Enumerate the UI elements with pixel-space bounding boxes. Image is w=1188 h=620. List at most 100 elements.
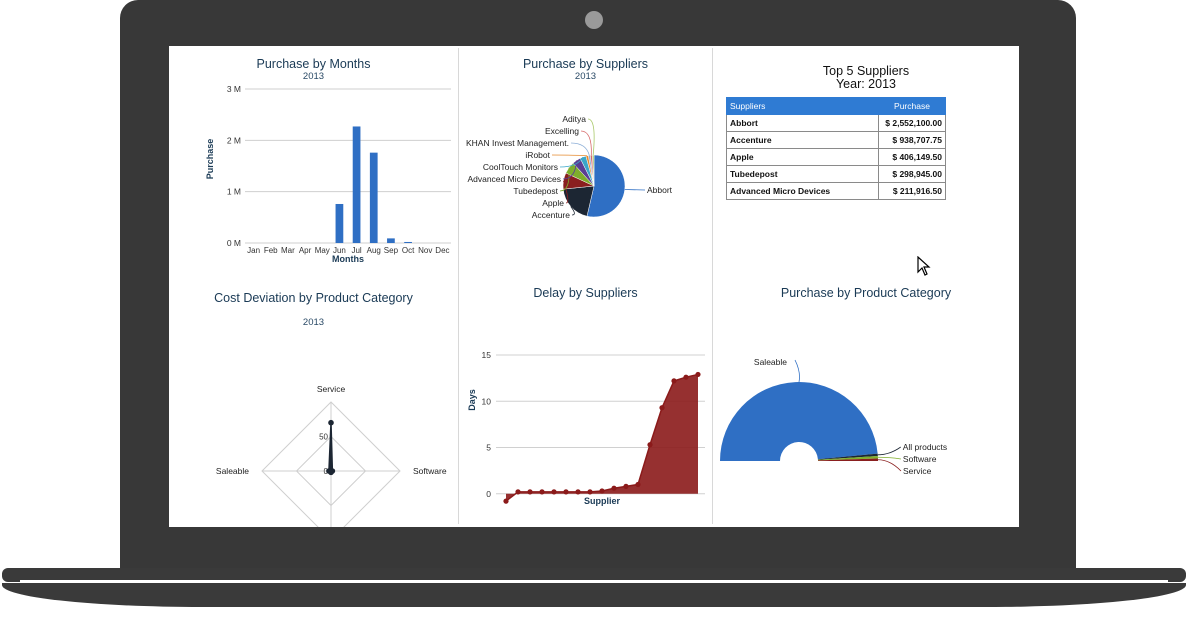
radar-chart: 050ServiceSoftwareAllproductsSaleable	[216, 384, 447, 527]
panel-purchase-by-product-category: Purchase by Product Category Saleable All…	[713, 286, 1019, 527]
bar	[387, 238, 395, 243]
bar-chart: Purchase Months 0 M 1 M 2 M 3 M Jan Feb Mar Apr…	[205, 84, 451, 264]
data-point	[647, 442, 653, 448]
pie-leader-line	[559, 156, 584, 168]
supplier-cell: Tubedepost	[726, 165, 879, 183]
pie-label: Apple	[542, 198, 564, 208]
pie-label: Tubedepost	[513, 186, 558, 196]
data-point	[515, 489, 521, 495]
chart-title: Delay by Suppliers	[533, 286, 638, 300]
table-subtitle: Year: 2013	[835, 77, 896, 91]
data-point	[539, 489, 545, 495]
top-suppliers-table: Suppliers Purchase Abbort $ 2,552,100.00 …	[726, 97, 946, 200]
y-tick-label: 3 M	[227, 84, 241, 94]
panel-divider	[712, 48, 713, 286]
pie-slice	[817, 453, 878, 460]
pie-leader-line	[794, 359, 800, 383]
supplier-cell: Apple	[726, 148, 879, 166]
radar-axis-label: Service	[317, 384, 346, 394]
semi-pie-chart: Saleable All products Software Service	[720, 357, 947, 476]
x-tick-label: Jan	[247, 246, 260, 255]
x-tick-label: Feb	[264, 246, 278, 255]
pie-label: Advanced Micro Devices	[467, 174, 561, 184]
pie-slice	[720, 381, 878, 461]
purchase-cell: $ 298,945.00	[878, 165, 946, 183]
chart-subtitle: 2013	[574, 71, 597, 82]
panel-purchase-by-suppliers: Purchase by Suppliers 2013 Abbort Accentu…	[459, 46, 712, 286]
pie-label: Accenture	[532, 210, 571, 220]
pie-leader-line	[570, 142, 590, 156]
pie-label: Abbort	[647, 185, 673, 195]
pie-label: Excelling	[545, 126, 579, 136]
chart-title: Cost Deviation by Product Category	[214, 291, 413, 305]
pie-leader-line	[587, 118, 595, 156]
supplier-cell: Advanced Micro Devices	[726, 182, 879, 200]
x-tick-label: Mar	[281, 246, 295, 255]
radar-grid	[261, 401, 401, 527]
x-tick-label: Jun	[333, 246, 346, 255]
area-chart: Days Supplier -5051015	[467, 350, 705, 506]
x-tick-label: Aug	[367, 246, 381, 255]
pie-label: Service	[903, 466, 932, 476]
column-header-purchase: Purchase	[878, 97, 946, 115]
y-axis-label: Days	[467, 389, 477, 411]
x-tick-label: Apr	[299, 246, 312, 255]
pie-leader-line	[551, 154, 588, 157]
x-axis-label: Months	[332, 254, 364, 264]
pie-label: Software	[903, 454, 937, 464]
pie-leader-line	[563, 180, 569, 204]
chart-title: Purchase by Months	[256, 57, 371, 71]
data-point	[659, 405, 665, 411]
radar-point	[328, 419, 334, 426]
column-header-suppliers: Suppliers	[726, 97, 879, 115]
pie-leader-line	[877, 446, 901, 456]
supplier-cell: Accenture	[726, 131, 879, 149]
supplier-cell: Abbort	[726, 114, 879, 132]
chart-subtitle: 2013	[302, 317, 325, 328]
table-title: Top 5 Suppliers	[822, 64, 910, 78]
radar-series	[328, 422, 334, 474]
x-tick-label: May	[315, 246, 330, 255]
x-axis-label: Supplier	[584, 496, 621, 506]
table-header-row: Suppliers Purchase	[726, 97, 946, 115]
panel-top-5-suppliers: Top 5 Suppliers Year: 2013	[713, 46, 1019, 286]
bar	[404, 241, 412, 243]
y-tick-label: 2 M	[227, 135, 241, 145]
y-tick-label: 1 M	[227, 187, 241, 197]
x-tick-label: Oct	[402, 246, 415, 255]
purchase-cell: $ 2,552,100.00	[878, 114, 946, 132]
data-point	[695, 371, 701, 378]
data-point	[599, 488, 605, 494]
pie-label: Saleable	[754, 357, 787, 367]
panel-divider	[712, 286, 713, 524]
purchase-cell: $ 406,149.50	[878, 148, 946, 166]
table-row: Advanced Micro Devices $ 211,916.50	[726, 182, 946, 200]
pie-label: All products	[903, 442, 947, 452]
radar-point	[326, 468, 332, 474]
panel-purchase-by-months: Purchase by Months 2013 Purchase Months …	[169, 46, 458, 286]
laptop-base-gap	[20, 580, 1168, 583]
data-point	[563, 489, 569, 495]
data-point	[587, 489, 593, 495]
purchase-cell: $ 211,916.50	[878, 182, 946, 200]
bar	[335, 203, 344, 243]
pie-label: Aditya	[562, 114, 586, 124]
y-axis-label: Purchase	[205, 139, 215, 180]
bar	[369, 152, 378, 243]
data-point	[527, 489, 533, 495]
data-point	[683, 374, 689, 380]
laptop-base	[2, 568, 1186, 582]
pie-label: CoolTouch Monitors	[483, 162, 558, 172]
chart-subtitle: 2013	[302, 71, 325, 82]
pie-leader-line	[580, 130, 592, 156]
pie-label: KHAN Invest Management.	[466, 138, 569, 148]
data-point	[671, 378, 677, 384]
panel-delay-by-suppliers: Delay by Suppliers Days Supplier -505101…	[459, 286, 712, 527]
pie-slice	[817, 456, 878, 461]
chart-title: Purchase by Suppliers	[522, 57, 649, 71]
x-tick-label: Sep	[384, 246, 399, 255]
pie-leader-line	[877, 459, 902, 472]
data-point	[551, 489, 557, 495]
data-point	[635, 481, 641, 488]
y-tick-label: 5	[486, 443, 491, 453]
